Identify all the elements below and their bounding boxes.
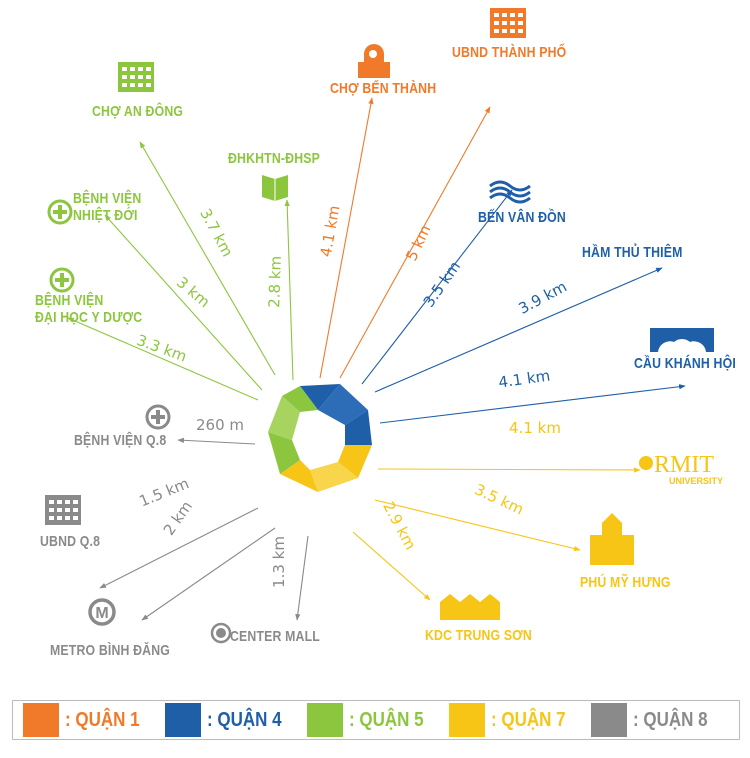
distance-label: 3 km (173, 273, 213, 311)
arrow-center_mall (295, 535, 309, 621)
place-name-line: NHIỆT ĐỚI (73, 207, 138, 224)
place-name-ubnd_q8: UBND Q.8 (40, 533, 101, 550)
metro-icon: M (88, 598, 116, 626)
distance-label: 3.5 km (472, 480, 527, 518)
distance-label: 260 m (196, 416, 244, 434)
place-name-bv_q8: BỆNH VIỆN Q.8 (74, 432, 167, 449)
place-name-line: BỆNH VIỆN (73, 190, 142, 207)
arrow-bv_q8 (177, 437, 256, 445)
legend-item-quan7: : QUẬN 7 (449, 703, 591, 737)
market-icon (358, 44, 390, 78)
distance-label: 2 km (160, 498, 196, 539)
project-logo-hexagon (268, 382, 372, 492)
arrow-rmit (377, 467, 641, 473)
bridge-icon (650, 328, 714, 352)
place-name-ham_thu_thiem: HẦM THỦ THIÊM (582, 244, 683, 261)
district-legend: : QUẬN 1 : QUẬN 4 : QUẬN 5 : QUẬN 7 : QU… (12, 700, 740, 740)
legend-swatch (449, 703, 485, 737)
arrow-cau_khanh_hoi (379, 384, 686, 424)
office-building-icon (45, 495, 81, 525)
place-name-ubnd_tp: UBND THÀNH PHỐ (452, 44, 567, 61)
arrow-cho_ben_thanh (319, 97, 374, 379)
hospital-cross-icon (47, 199, 73, 225)
arrow-ubnd_q8 (99, 507, 259, 589)
arrow-ben_van_don (361, 189, 513, 385)
book-icon (262, 175, 288, 201)
legend-swatch (23, 703, 59, 737)
distance-label: 2.9 km (379, 499, 419, 553)
place-name-kdc_trung_son: KDC TRUNG SƠN (425, 627, 532, 644)
legend-item-quan4: : QUẬN 4 (165, 703, 307, 737)
legend-item-quan8: : QUẬN 8 (591, 703, 733, 737)
place-name-line: BỆNH VIỆN (35, 292, 104, 309)
legend-item-quan5: : QUẬN 5 (307, 703, 449, 737)
place-name-metro: METRO BÌNH ĐĂNG (50, 642, 170, 659)
place-name-cho_ben_thanh: CHỢ BẾN THÀNH (330, 80, 437, 97)
waves-icon (489, 180, 531, 204)
arrow-ubnd_tp (339, 106, 491, 379)
arrow-bv_dh_y_duoc (67, 317, 259, 401)
distance-label: 4.1 km (509, 419, 561, 437)
arrow-ham_thu_thiem (374, 267, 663, 393)
arrow-phu_my_hung (374, 499, 581, 552)
rmit-sub: UNIVERSITY (669, 476, 723, 486)
school-building-icon (590, 513, 634, 565)
distance-label: 2.8 km (265, 256, 285, 309)
distance-label: 3.5 km (420, 258, 465, 311)
arrow-kdc_trung_son (352, 531, 431, 601)
arrow-cho_an_dong (139, 141, 276, 376)
place-name-bv_nhiet_doi: BỆNH VIỆN NHIỆT ĐỚI (73, 190, 141, 224)
distance-label: 4.1 km (317, 204, 344, 258)
legend-label: : QUẬN 4 (207, 708, 282, 731)
place-name-center_mall: CENTER MALL (230, 628, 320, 645)
place-name-ben_van_don: BẾN VÂN ĐỒN (478, 209, 566, 226)
legend-swatch (307, 703, 343, 737)
place-name-bv_dh_y_duoc: BỆNH VIỆN ĐẠI HỌC Y DƯỢC (35, 292, 142, 326)
place-name-cho_an_dong: CHỢ AN ĐÔNG (92, 103, 184, 120)
hospital-cross-icon (49, 267, 75, 293)
distance-label: 3.3 km (134, 331, 189, 366)
arrow-dhkhtn (284, 199, 294, 381)
arrow-bv_nhiet_doi (104, 214, 263, 391)
svg-text:M: M (95, 605, 108, 622)
building-icon (118, 62, 154, 92)
distance-label: 5 km (402, 222, 434, 264)
distance-label: 1.3 km (270, 536, 288, 588)
office-building-icon (490, 8, 526, 38)
hospital-cross-icon (145, 404, 171, 430)
place-name-phu_my_hung: PHÚ MỸ HƯNG (580, 574, 671, 591)
legend-swatch (591, 703, 627, 737)
distance-label: 4.1 km (497, 367, 551, 392)
arrow-metro (141, 527, 276, 621)
legend-label: : QUẬN 7 (491, 708, 566, 731)
legend-label: : QUẬN 8 (633, 708, 708, 731)
place-name-line: ĐẠI HỌC Y DƯỢC (35, 309, 143, 326)
legend-label: : QUẬN 5 (349, 708, 424, 731)
houses-icon (440, 594, 500, 620)
rmit-name: RMIT (654, 452, 714, 478)
place-name-dhkhtn: ĐHKHTN-ĐHSP (228, 150, 321, 167)
distance-label: 3.7 km (196, 206, 236, 260)
legend-label: : QUẬN 1 (65, 708, 140, 731)
target-circle-icon (210, 622, 232, 644)
legend-swatch (165, 703, 201, 737)
place-name-cau_khanh_hoi: CẦU KHÁNH HỘI (634, 355, 736, 372)
legend-item-quan1: : QUẬN 1 (23, 703, 165, 737)
